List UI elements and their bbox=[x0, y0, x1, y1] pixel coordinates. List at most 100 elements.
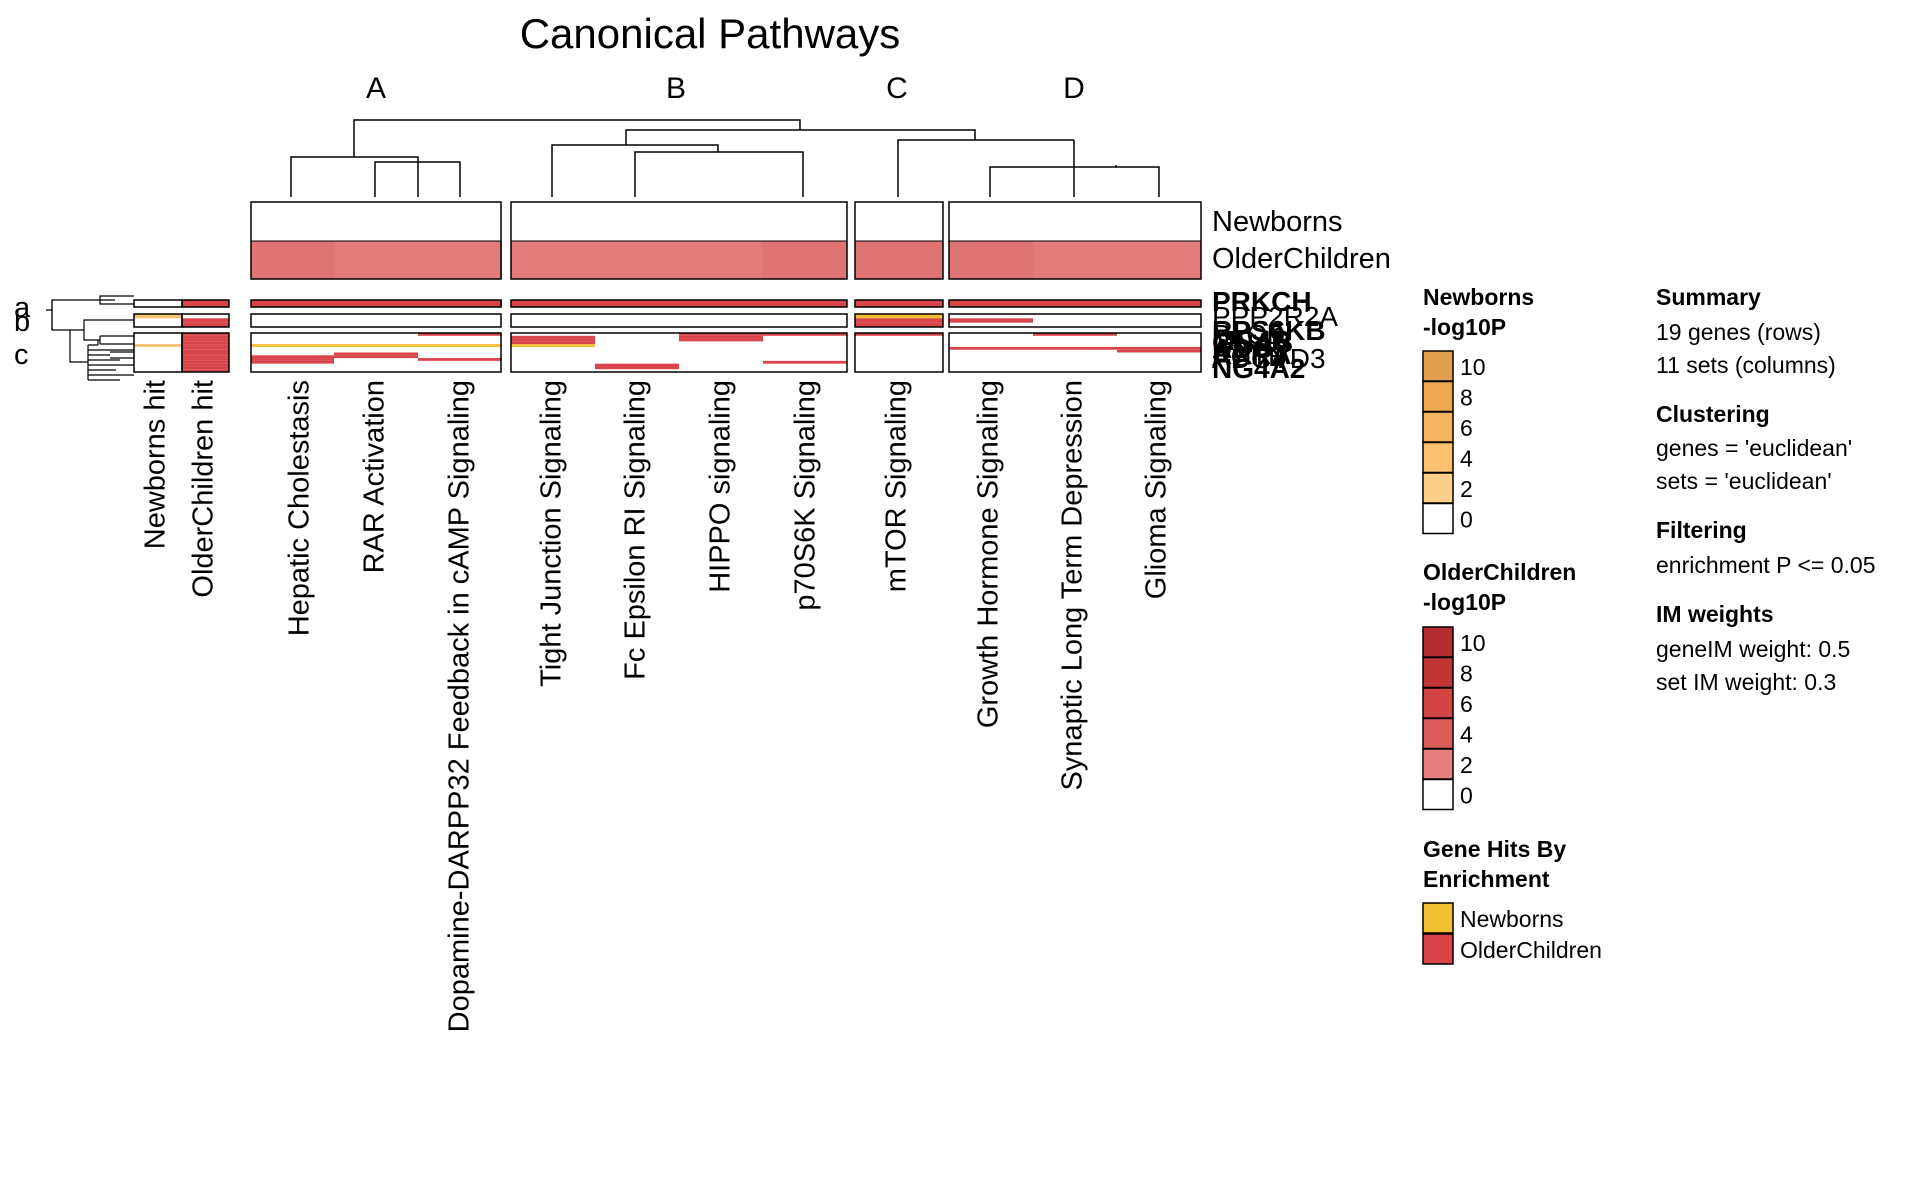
heatmap-block-frame bbox=[181, 313, 230, 328]
gene-hit-cell bbox=[182, 341, 229, 345]
enrichment-cell bbox=[949, 202, 1033, 240]
older-legend-title: OlderChildren bbox=[1423, 559, 1576, 585]
enrichment-cell bbox=[1117, 241, 1201, 279]
heatmap-cell bbox=[855, 303, 943, 307]
heatmap-cell bbox=[418, 300, 502, 304]
older-legend-tick: 4 bbox=[1460, 722, 1473, 748]
column-label: p70S6K Signaling bbox=[790, 380, 822, 611]
heatmap-block-frame bbox=[510, 332, 848, 373]
heatmap-cell bbox=[334, 355, 418, 359]
enrichment-row-label: Newborns bbox=[1212, 206, 1343, 238]
older-legend-tick: 0 bbox=[1460, 783, 1473, 809]
enrichment-cell bbox=[418, 202, 502, 240]
gene-label: MC4R bbox=[1212, 325, 1291, 356]
heatmap-cell bbox=[334, 344, 418, 347]
summary-panel: Summary 19 genes (rows) 11 sets (columns… bbox=[1656, 284, 1876, 695]
heatmap-cell bbox=[855, 300, 943, 304]
heatmap-cell bbox=[855, 333, 943, 336]
gene-hit-cell bbox=[182, 303, 229, 307]
heatmap-cell bbox=[418, 303, 502, 307]
enrichment-cell bbox=[511, 202, 595, 240]
older-legend-tick: 8 bbox=[1460, 661, 1473, 687]
column-dendrogram bbox=[290, 119, 1160, 197]
heatmap-cell bbox=[418, 333, 502, 336]
heatmap-cell bbox=[1117, 300, 1201, 304]
row-cluster-label-b: b bbox=[14, 306, 30, 338]
heatmap-block-frame bbox=[510, 299, 848, 308]
enrichment-cell bbox=[763, 241, 847, 279]
enrichment-cell bbox=[1117, 202, 1201, 240]
newborns-legend-swatch bbox=[1422, 441, 1454, 474]
legend-panel: Newborns -log10P OlderChildren -log10P G… bbox=[1422, 284, 1602, 965]
gene-hit-column-label: Newborns hit bbox=[140, 380, 172, 549]
newborns-legend-tick: 0 bbox=[1460, 507, 1473, 533]
enrichment-cell bbox=[679, 241, 763, 279]
gene-hit-cell bbox=[182, 363, 229, 367]
heatmap-block-frame bbox=[948, 313, 1202, 328]
heatmap-cell bbox=[511, 338, 595, 342]
older-legend-tick: 2 bbox=[1460, 752, 1473, 778]
heatmap-block-frame bbox=[948, 332, 1202, 373]
heatmap-cell bbox=[1117, 349, 1201, 353]
heatmap-cell bbox=[855, 322, 943, 327]
gene-hit-cell bbox=[182, 322, 229, 327]
heatmap-block-frame bbox=[250, 299, 502, 308]
heatmap-cell bbox=[763, 333, 847, 336]
gene-label: NG4A2 bbox=[1212, 353, 1305, 384]
gene-hit-cell bbox=[182, 344, 229, 347]
summary-cols: 11 sets (columns) bbox=[1656, 352, 1836, 378]
gene-hit-cell bbox=[182, 346, 229, 350]
hits-legend-swatch bbox=[1422, 933, 1454, 965]
enrichment-cell bbox=[855, 241, 943, 279]
enrichment-cell bbox=[595, 241, 679, 279]
heatmap-cell bbox=[251, 358, 334, 361]
heatmap-block-frame bbox=[133, 299, 183, 308]
newborns-legend-tick: 2 bbox=[1460, 476, 1473, 502]
gene-hit-cell bbox=[134, 344, 182, 347]
heatmap-cell bbox=[679, 333, 763, 336]
column-labels: Hepatic Cholestasis RAR Activation Dopam… bbox=[140, 380, 1173, 1032]
heatmap-cell bbox=[595, 300, 679, 304]
summary-heading: Summary bbox=[1656, 284, 1761, 310]
heatmap-cell bbox=[511, 303, 595, 307]
heatmap-cell bbox=[511, 335, 595, 339]
older-legend-tick: 10 bbox=[1460, 630, 1486, 656]
gene-label: PPP2R2A bbox=[1212, 301, 1338, 332]
enrichment-row-label: OlderChildren bbox=[1212, 243, 1391, 275]
enrichment-cell bbox=[251, 202, 334, 240]
heatmap-cell bbox=[1117, 303, 1201, 307]
heatmap-cell bbox=[418, 344, 502, 347]
row-dendrogram bbox=[46, 295, 134, 381]
gene-hit-cell bbox=[182, 358, 229, 361]
heatmap-cell bbox=[595, 366, 679, 370]
gene-hit-cell bbox=[182, 300, 229, 304]
column-cluster-label-c: C bbox=[886, 72, 908, 105]
heatmap-cell bbox=[949, 303, 1033, 307]
column-label: RAR Activation bbox=[359, 380, 391, 573]
heatmap-cell bbox=[1033, 346, 1117, 350]
chart-title: Canonical Pathways bbox=[520, 10, 901, 57]
newborns-legend-title: Newborns bbox=[1423, 284, 1534, 310]
heatmap-cell bbox=[763, 300, 847, 304]
gene-hit-cell bbox=[182, 318, 229, 323]
clustering-genes: genes = 'euclidean' bbox=[1656, 435, 1852, 461]
heatmap-block-frame bbox=[854, 299, 944, 308]
heatmap-cell bbox=[1033, 303, 1117, 307]
gene-label: PLCB bbox=[1212, 319, 1285, 350]
heatmap-cell bbox=[334, 303, 418, 307]
gene-hit-column-label: OlderChildren hit bbox=[188, 380, 220, 598]
hits-legend-label: Newborns bbox=[1460, 906, 1564, 932]
heatmap-cell bbox=[595, 363, 679, 367]
heatmap-block-frame bbox=[250, 313, 502, 328]
heatmap-cell bbox=[1033, 333, 1117, 336]
hits-legend-title: Gene Hits By bbox=[1423, 836, 1566, 862]
newborns-legend-tick: 8 bbox=[1460, 385, 1473, 411]
heatmap-cell bbox=[251, 303, 334, 307]
hits-legend-swatch bbox=[1422, 902, 1454, 934]
older-legend-tick: 6 bbox=[1460, 691, 1473, 717]
heatmap-cell bbox=[418, 358, 502, 361]
heatmap-cell bbox=[679, 303, 763, 307]
older-legend-swatch bbox=[1422, 778, 1454, 811]
heatmap-cell bbox=[334, 352, 418, 356]
